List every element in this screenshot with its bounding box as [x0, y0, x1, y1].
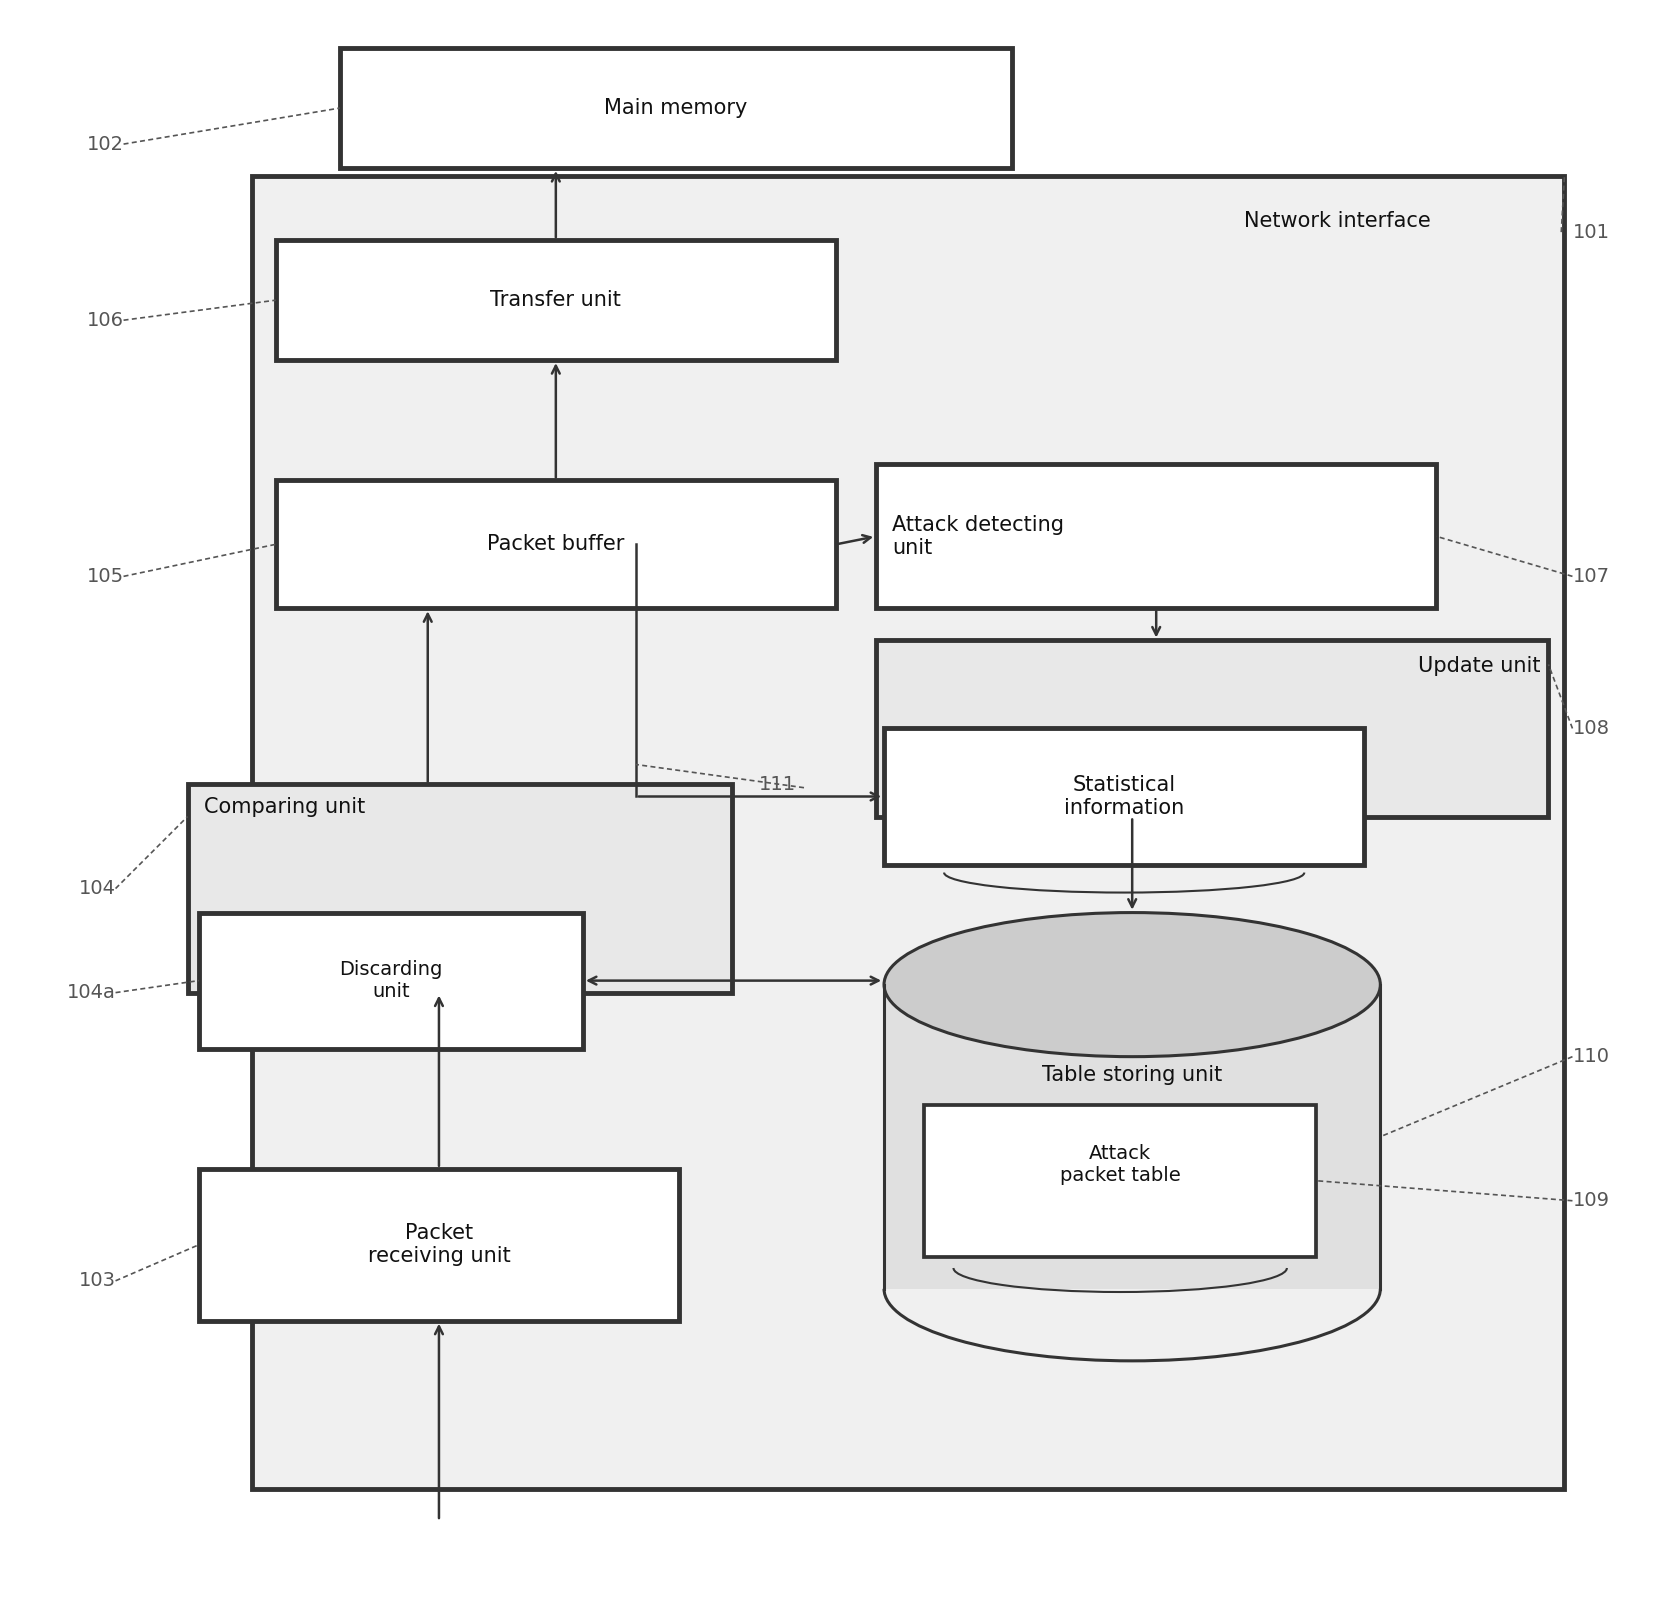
Ellipse shape	[884, 913, 1380, 1057]
Bar	[252, 176, 1564, 1489]
Bar	[875, 640, 1547, 817]
Bar	[275, 240, 836, 360]
Bar	[884, 728, 1364, 865]
Text: 107: 107	[1572, 567, 1609, 586]
Text: 102: 102	[86, 134, 124, 154]
Text: Update unit: Update unit	[1417, 656, 1539, 676]
Text: Packet buffer: Packet buffer	[487, 535, 624, 554]
Text: Attack detecting
unit: Attack detecting unit	[892, 516, 1064, 557]
Text: Statistical
information: Statistical information	[1064, 775, 1183, 818]
Bar	[884, 985, 1380, 1289]
Bar	[199, 1169, 679, 1321]
Bar	[187, 784, 732, 993]
Text: Packet
receiving unit: Packet receiving unit	[367, 1223, 510, 1266]
Text: 111: 111	[758, 775, 796, 794]
Text: 106: 106	[86, 311, 124, 330]
Text: 103: 103	[78, 1271, 116, 1290]
Text: 101: 101	[1572, 223, 1609, 242]
Text: Comparing unit: Comparing unit	[204, 797, 364, 817]
Bar	[339, 48, 1011, 168]
Bar	[199, 913, 583, 1049]
Text: Discarding
unit: Discarding unit	[339, 961, 442, 1001]
Text: Network interface: Network interface	[1243, 211, 1430, 231]
Bar	[923, 1105, 1316, 1257]
Text: 108: 108	[1572, 719, 1609, 738]
Text: Table storing unit: Table storing unit	[1041, 1065, 1221, 1084]
Text: 104a: 104a	[66, 983, 116, 1002]
Text: Main memory: Main memory	[604, 98, 746, 118]
Text: Attack
packet table: Attack packet table	[1059, 1145, 1180, 1185]
Text: 104: 104	[78, 879, 116, 898]
Text: 109: 109	[1572, 1191, 1609, 1210]
Text: 105: 105	[86, 567, 124, 586]
Text: 110: 110	[1572, 1047, 1609, 1066]
Bar	[275, 480, 836, 608]
Bar	[875, 464, 1435, 608]
Text: Transfer unit: Transfer unit	[490, 290, 621, 311]
